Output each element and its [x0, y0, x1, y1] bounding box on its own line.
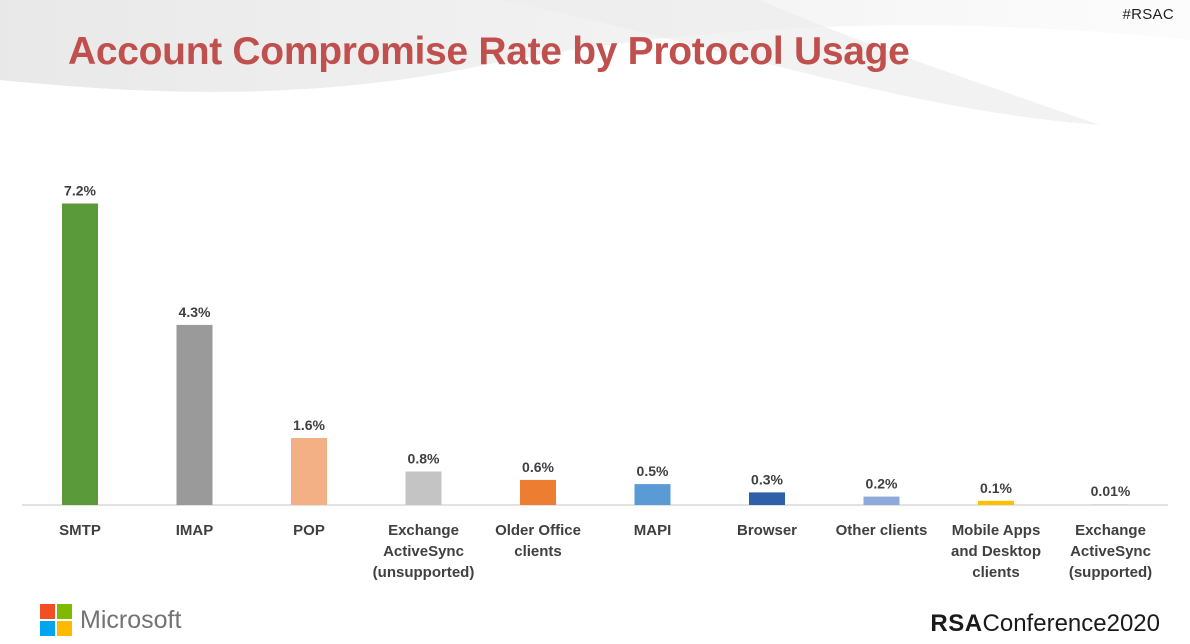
slide-title: Account Compromise Rate by Protocol Usag…: [68, 30, 910, 73]
category-label-line: SMTP: [59, 522, 101, 539]
bar-chart: 7.2% 4.3% 1.6% 0.8% 0.6% 0.5% 0.3% 0.2% 0.1% 0.01…: [22, 183, 1168, 581]
bar-5: [634, 484, 671, 505]
category-label-2: POP: [293, 522, 325, 539]
bar-8: [978, 500, 1014, 505]
data-label-9: 0.01%: [1091, 483, 1131, 499]
bar-7: [863, 496, 900, 505]
category-label-line: (unsupported): [373, 564, 475, 581]
category-label-5: MAPI: [634, 522, 672, 539]
bar-4: [520, 479, 556, 505]
microsoft-logo-icon: [40, 604, 72, 636]
category-label-8: Mobile Apps and Desktop clients: [951, 522, 1041, 581]
category-label-line: and Desktop: [951, 543, 1041, 560]
data-label-6: 0.3%: [751, 471, 783, 487]
category-labels-group: SMTP IMAP POP Exchange ActiveSync (unsupporte…: [59, 522, 1152, 581]
microsoft-logo: Microsoft: [40, 604, 181, 636]
microsoft-square-green: [57, 604, 72, 619]
rsa-conference-wordmark: Conference2020: [982, 610, 1160, 637]
data-labels-group: 7.2% 4.3% 1.6% 0.8% 0.6% 0.5% 0.3% 0.2% 0.1% 0.01…: [64, 183, 1131, 500]
data-label-2: 1.6%: [293, 417, 325, 433]
bar-3: [405, 471, 442, 505]
bars-group: [62, 203, 1129, 505]
rsa-conference-logo: RSAConference2020: [930, 610, 1160, 638]
category-label-line: clients: [514, 543, 562, 560]
category-label-3: Exchange ActiveSync (unsupported): [373, 522, 475, 581]
microsoft-square-red: [40, 604, 55, 619]
data-label-3: 0.8%: [408, 451, 440, 467]
data-label-7: 0.2%: [866, 476, 898, 492]
category-label-0: SMTP: [59, 522, 101, 539]
microsoft-square-blue: [40, 621, 55, 636]
category-label-line: Exchange: [388, 522, 459, 539]
hashtag-label: #RSAC: [1122, 6, 1174, 23]
category-label-line: clients: [972, 564, 1020, 581]
category-label-7: Other clients: [836, 522, 928, 539]
category-label-1: IMAP: [176, 522, 214, 539]
data-label-8: 0.1%: [980, 480, 1012, 496]
category-label-line: ActiveSync: [1070, 543, 1151, 560]
category-label-4: Older Office clients: [495, 522, 581, 560]
category-label-6: Browser: [737, 522, 797, 539]
category-label-line: Browser: [737, 522, 797, 539]
category-label-line: Mobile Apps: [952, 522, 1041, 539]
category-label-line: IMAP: [176, 522, 214, 539]
bar-1: [176, 324, 213, 505]
category-label-line: ActiveSync: [383, 543, 464, 560]
data-label-4: 0.6%: [522, 459, 554, 475]
bar-0: [62, 203, 98, 505]
category-label-line: POP: [293, 522, 325, 539]
microsoft-wordmark: Microsoft: [80, 605, 182, 634]
category-label-line: Older Office: [495, 522, 581, 539]
category-label-line: MAPI: [634, 522, 672, 539]
data-label-0: 7.2%: [64, 183, 96, 199]
bar-2: [291, 438, 327, 505]
category-label-line: (supported): [1069, 564, 1152, 581]
rsa-mark: RSA: [930, 610, 983, 637]
category-label-line: Other clients: [836, 522, 928, 539]
category-label-line: Exchange: [1075, 522, 1146, 539]
category-label-9: Exchange ActiveSync (supported): [1069, 522, 1152, 581]
data-label-1: 4.3%: [179, 304, 211, 320]
header-swoosh-decoration: [0, 0, 1190, 125]
microsoft-square-yellow: [57, 621, 72, 636]
bar-6: [749, 492, 785, 505]
bar-9: [1092, 504, 1129, 505]
data-label-5: 0.5%: [637, 463, 669, 479]
